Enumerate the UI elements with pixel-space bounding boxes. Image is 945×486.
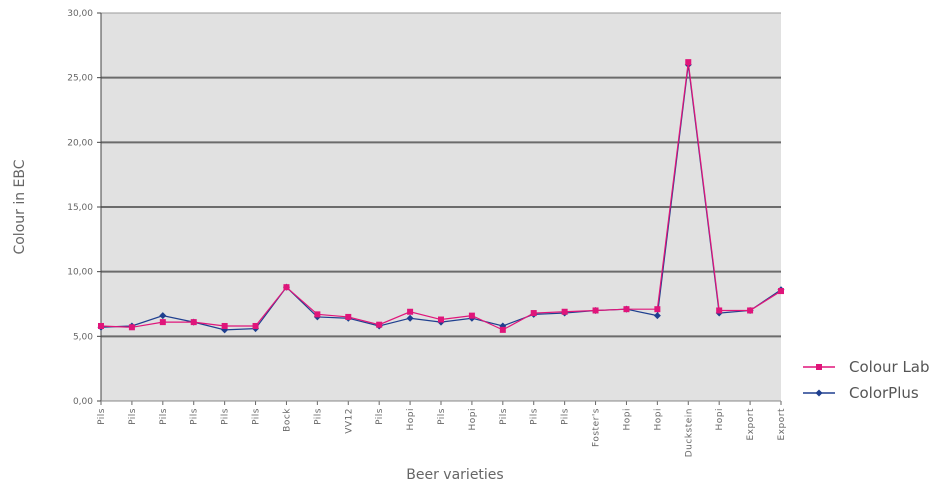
data-point-colorplus (159, 312, 167, 320)
x-tick-label: Export (746, 408, 756, 440)
data-point-colour-lab (159, 319, 166, 326)
x-tick-label: Pils (561, 408, 571, 425)
data-point-colour-lab (499, 326, 506, 333)
data-point-colour-lab (190, 319, 197, 326)
legend-label: ColorPlus (849, 384, 919, 402)
x-tick-label: Pils (128, 408, 138, 425)
x-tick-label: Hopi (715, 408, 725, 431)
legend-item-colorplus: ColorPlus (803, 384, 919, 402)
y-tick-label: 10,00 (67, 268, 93, 278)
x-axis-title: Beer varieties (406, 467, 503, 483)
x-tick-label: Pils (190, 408, 200, 425)
gridlines (101, 12, 781, 338)
legend: Colour Lab ColorPlus (803, 358, 930, 402)
data-point-colour-lab (128, 324, 135, 331)
data-point-colour-lab (376, 321, 383, 328)
x-tick-label: Pils (437, 408, 447, 425)
data-point-colour-lab (468, 312, 475, 319)
data-point-colour-lab (747, 307, 754, 314)
data-point-colour-lab (561, 308, 568, 315)
y-tick-label: 0,00 (73, 397, 93, 407)
legend-marker (815, 389, 823, 397)
x-tick-label: Pils (221, 408, 231, 425)
data-point-colour-lab (654, 306, 661, 313)
y-tick-label: 5,00 (73, 332, 93, 342)
x-tick-label: Foster's (592, 408, 602, 447)
data-point-colour-lab (623, 306, 630, 313)
data-point-colour-lab (716, 307, 723, 314)
data-point-colour-lab (221, 322, 228, 329)
data-point-colour-lab (685, 59, 692, 66)
series-colour-lab (98, 59, 784, 333)
legend-marker (816, 364, 822, 370)
x-tick-label: Pils (97, 408, 107, 425)
y-tick-label: 20,00 (67, 138, 93, 148)
data-point-colour-lab (592, 307, 599, 314)
data-point-colorplus (406, 314, 414, 322)
data-point-colour-lab (778, 288, 784, 295)
data-point-colour-lab (530, 310, 537, 317)
x-tick-label: Hopi (653, 408, 663, 431)
y-axis-ticks: 0,00 5,00 10,00 15,00 20,00 25,00 30,00 (67, 9, 101, 407)
data-point-colour-lab (98, 322, 104, 329)
x-tick-label: Bock (282, 408, 292, 432)
x-tick-label: VV12 (344, 408, 354, 434)
x-tick-label: Hopi (468, 408, 478, 431)
series-group (97, 59, 785, 334)
x-tick-label: Pils (530, 408, 540, 425)
data-point-colorplus (653, 312, 661, 320)
data-point-colour-lab (252, 322, 259, 329)
x-tick-label: Pils (313, 408, 323, 425)
x-tick-label: Export (777, 408, 787, 440)
y-tick-label: 25,00 (67, 74, 93, 84)
data-point-colour-lab (438, 316, 444, 323)
legend-label: Colour Lab (849, 358, 930, 376)
x-tick-label: Pils (375, 408, 385, 425)
x-tick-label: Pils (159, 408, 169, 425)
x-tick-label: Pils (252, 408, 262, 425)
x-axis-ticks: Pils Pils Pils Pils Pils Pils Bock Pils VV12 Pils… (97, 401, 787, 457)
data-point-colour-lab (407, 308, 414, 315)
data-point-colour-lab (314, 311, 321, 318)
data-point-colour-lab (345, 313, 352, 320)
data-point-colour-lab (283, 284, 290, 291)
y-tick-label: 15,00 (67, 203, 93, 213)
legend-item-colour-lab: Colour Lab (803, 358, 930, 376)
y-tick-label: 30,00 (67, 9, 93, 19)
x-tick-label: Hopi (406, 408, 416, 431)
x-tick-label: Pils (499, 408, 509, 425)
y-axis-title: Colour in EBC (12, 159, 28, 254)
x-tick-label: Hopi (622, 408, 632, 431)
x-tick-label: Duckstein (684, 408, 694, 457)
